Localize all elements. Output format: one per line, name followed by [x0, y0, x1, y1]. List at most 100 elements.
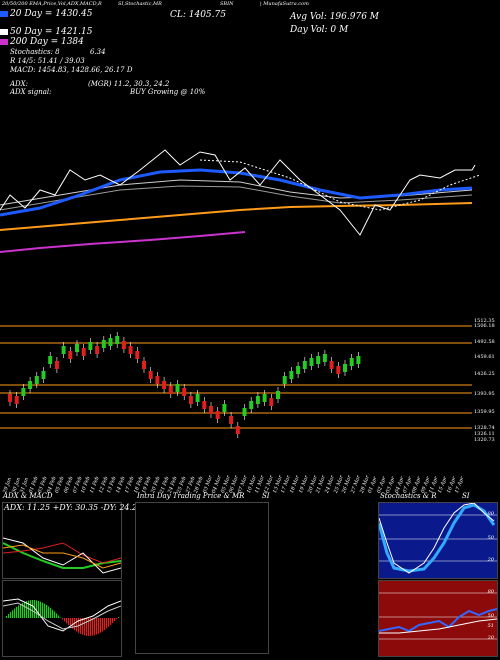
candle-body — [155, 376, 160, 384]
candle-body — [128, 346, 133, 354]
candle-body — [175, 384, 180, 392]
macd-bar — [80, 618, 82, 634]
macd-bar — [82, 618, 84, 635]
macd-bar — [6, 616, 8, 618]
candle-body — [41, 371, 46, 379]
macd-bar — [34, 600, 36, 618]
macd-bar — [86, 618, 88, 636]
candle-body — [75, 344, 79, 352]
ema200-swatch — [0, 39, 8, 45]
macd-bar — [24, 601, 26, 618]
ema200-line — [0, 231, 246, 253]
macd-bar — [42, 602, 44, 618]
candle-body — [61, 346, 66, 354]
candle-body — [276, 391, 280, 399]
candle-body — [95, 346, 100, 354]
macd-bar — [30, 600, 32, 618]
macd-bar — [108, 618, 110, 627]
macd-bar — [8, 614, 10, 618]
candle-body — [356, 356, 361, 364]
candle-body — [135, 351, 140, 359]
candle-body — [101, 340, 106, 348]
adx-values: ADX: 11.25 +DY: 30.35 -DY: 24.21 — [4, 503, 143, 512]
ema50-label: 50 Day = 1421.15 — [10, 27, 93, 37]
macd-bar — [14, 608, 16, 618]
candle-body — [202, 401, 207, 409]
price-line — [0, 149, 476, 236]
price-tick: 1459.61 — [474, 354, 495, 360]
chart-info-line: 20/50/200 EMA,Price,Vol,ADX,MACD,R — [2, 1, 102, 7]
macd-bar — [10, 612, 12, 618]
candle-body — [349, 358, 354, 366]
macd-bar — [44, 603, 46, 618]
stoch-label: Stochastics: 8 — [10, 48, 60, 56]
price-dotted-line — [199, 159, 481, 211]
rsi-lines — [379, 592, 497, 640]
macd-bar — [76, 618, 78, 632]
stoch-level: 50 — [487, 535, 494, 541]
stoch-lines — [379, 503, 497, 574]
candle-body — [115, 336, 120, 344]
macd-bar — [66, 618, 68, 624]
macd-bar — [32, 600, 34, 618]
rsi-level: 80 — [487, 589, 494, 595]
price-tick: 1492.58 — [474, 339, 495, 345]
adx-panel: ADX: 11.25 +DY: 30.35 -DY: 24.21 — [2, 502, 142, 579]
macd-bar — [64, 618, 66, 622]
macd-bar — [36, 600, 38, 618]
stoch-level: 20 — [487, 557, 494, 563]
macd-bar — [62, 618, 64, 620]
stoch-level: 80 — [487, 511, 494, 517]
macd-bar — [28, 600, 30, 618]
stoch-panel-title: Stochastics & R — [380, 492, 437, 500]
macd-bar — [40, 601, 42, 618]
ticker-label: SBIN — [220, 1, 234, 7]
macd-bar — [116, 618, 118, 620]
adx-label: ADX: — [10, 80, 29, 88]
candle-body — [21, 388, 26, 396]
price-tick: 1326.11 — [474, 431, 495, 437]
ema20-swatch — [0, 11, 8, 17]
macd-bar — [54, 611, 56, 618]
source-label: | MunafaSutra.com — [260, 1, 309, 7]
candle-body — [108, 338, 113, 346]
candle-body — [121, 341, 126, 349]
candle-body — [296, 366, 301, 374]
macd-bar — [90, 618, 92, 636]
candle-body — [81, 348, 86, 356]
candle-body — [168, 386, 173, 394]
ema200-label: 200 Day = 1384 — [10, 37, 84, 47]
macd-bar — [100, 618, 102, 633]
macd-bar — [94, 618, 96, 636]
macd-bar — [12, 610, 14, 618]
candle-body — [54, 361, 59, 369]
macd-bar — [58, 615, 60, 618]
candle-body — [302, 361, 307, 369]
candle-body — [34, 376, 39, 384]
macd-bar — [84, 618, 86, 636]
macd-bar — [74, 618, 76, 631]
rsi-level: 50 — [487, 613, 494, 619]
candle-body — [48, 356, 53, 364]
macd-bar — [68, 618, 70, 626]
macd-bar — [56, 613, 58, 618]
macd-bar — [72, 618, 74, 629]
avg-volume: Avg Vol: 196.976 M — [290, 12, 379, 22]
candle-body — [182, 388, 187, 396]
price-tick: 1426.25 — [474, 371, 495, 377]
intraday-panel-title: Intra Day Trading Price & MR — [137, 492, 245, 500]
candle-body — [336, 366, 341, 374]
intraday-panel-si: SI — [262, 492, 270, 500]
macd-bar — [50, 608, 52, 618]
macd-bar — [52, 609, 54, 618]
macd-bar — [114, 618, 116, 622]
macd-bar — [70, 618, 72, 628]
rsi-level: 20 — [487, 635, 494, 641]
macd-bar — [18, 605, 20, 618]
macd-histogram — [3, 598, 121, 636]
rsi-value: 51 — [487, 623, 494, 629]
candle-body — [255, 396, 260, 404]
price-tick: 1320.73 — [474, 437, 495, 443]
candle-body — [68, 351, 73, 359]
macd-panel — [2, 580, 122, 657]
